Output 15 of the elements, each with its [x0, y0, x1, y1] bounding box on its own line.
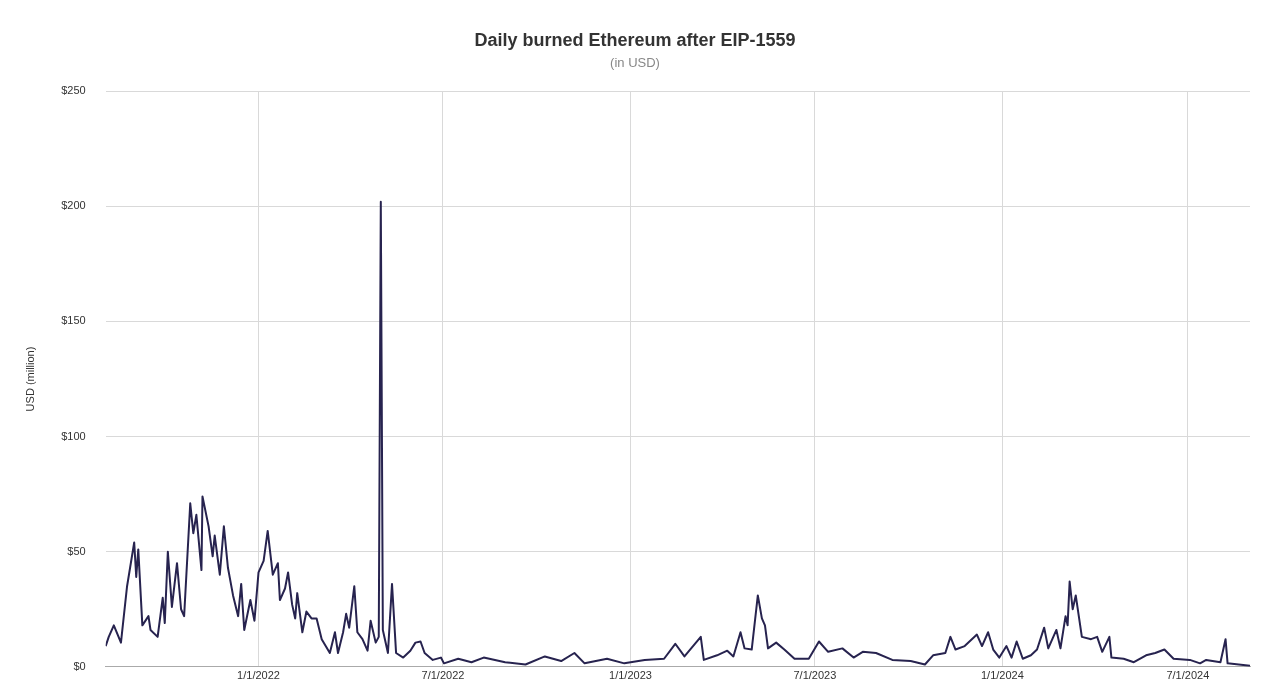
x-tick-label: 1/1/2024	[980, 669, 1024, 682]
x-tick-label: 7/1/2024	[1166, 669, 1210, 682]
y-tick-label: $250	[61, 84, 86, 97]
y-tick-label: $200	[61, 199, 86, 212]
chart-subtitle: (in USD)	[610, 54, 660, 70]
y-axis-title: USD (million)	[23, 346, 36, 412]
y-tick-label: $100	[61, 429, 86, 442]
x-tick-label: 7/1/2022	[421, 669, 465, 682]
chart-title: Daily burned Ethereum after EIP-1559	[474, 29, 796, 50]
y-tick-label: $0	[73, 659, 86, 672]
y-tick-label: $150	[61, 314, 86, 327]
x-tick-label: 7/1/2023	[793, 669, 837, 682]
x-tick-label: 1/1/2022	[237, 669, 280, 682]
x-tick-label: 1/1/2023	[609, 669, 652, 682]
y-tick-label: $50	[67, 544, 86, 557]
